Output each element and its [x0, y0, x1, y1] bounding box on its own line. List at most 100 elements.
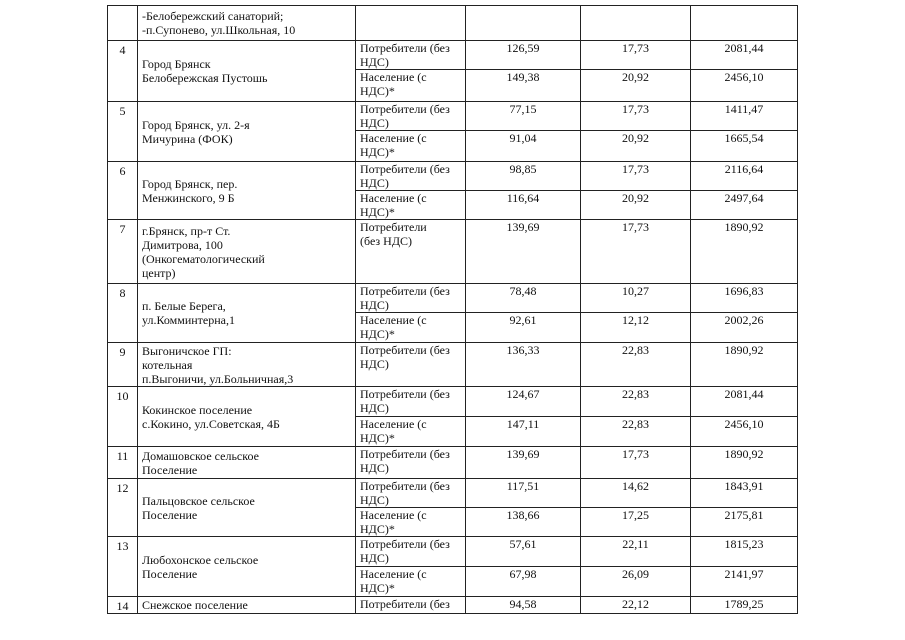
- row-number: [107, 5, 138, 41]
- consumer-type: [355, 5, 466, 41]
- tariff-value: 2175,81: [690, 507, 798, 537]
- tariff-value: 1696,83: [690, 283, 798, 313]
- tariff-value: 20,92: [580, 69, 691, 102]
- tariff-value: 12,12: [580, 312, 691, 343]
- tariff-value: 22,83: [580, 386, 691, 417]
- tariff-value: 17,73: [580, 101, 691, 131]
- consumer-type: Потребители (без НДС): [355, 536, 466, 567]
- tariff-value: 116,64: [465, 190, 581, 220]
- tariff-value: 138,66: [465, 507, 581, 537]
- consumer-type: Население (с НДС)*: [355, 416, 466, 447]
- tariff-value: 2456,10: [690, 69, 798, 102]
- tariff-value: 22,83: [580, 416, 691, 447]
- table-row: 11 Домашовское сельское Поселение Потребит…: [107, 446, 798, 479]
- consumer-type: Потребители (без НДС): [355, 219, 466, 284]
- row-number: 7: [107, 219, 138, 284]
- tariff-value: 77,15: [465, 101, 581, 131]
- consumer-type: Потребители (без НДС): [355, 101, 466, 131]
- tariff-value: 1815,23: [690, 536, 798, 567]
- location-name: Кокинское поселение с.Кокино, ул.Советск…: [137, 386, 356, 447]
- row-number: 12: [107, 478, 138, 537]
- tariff-value: 2141,97: [690, 566, 798, 597]
- location-name: Снежское поселение: [137, 596, 356, 614]
- tariff-value: 17,73: [580, 219, 691, 284]
- location-name: Пальцовское сельское Поселение: [137, 478, 356, 537]
- table-row: 10 Кокинское поселение с.Кокино, ул.Совет…: [107, 386, 798, 447]
- table-row: Население (с НДС)* 116,64 20,92 2497,64: [108, 190, 798, 220]
- consumer-type: Население (с НДС)*: [355, 190, 466, 220]
- row-number: 11: [107, 446, 138, 479]
- tariff-value: 2081,44: [690, 40, 798, 70]
- consumer-type: Потребители (без НДС): [355, 283, 466, 313]
- tariff-value: 92,61: [465, 312, 581, 343]
- tariff-value: 26,09: [580, 566, 691, 597]
- table-row: 9 Выгоничское ГП: котельная п.Выгоничи, у…: [107, 342, 798, 387]
- tariff-value: [690, 5, 798, 41]
- tariff-value: 91,04: [465, 130, 581, 162]
- location-name: п. Белые Берега, ул.Комминтерна,1: [137, 283, 356, 343]
- table-row: 8 п. Белые Берега, ул.Комминтерна,1 Потреб…: [107, 283, 798, 343]
- table-row: Население (с НДС)* 149,38 20,92 2456,10: [108, 69, 798, 102]
- tariff-value: 1665,54: [690, 130, 798, 162]
- tariff-value: 22,83: [580, 342, 691, 387]
- table-row: 13 Любохонское сельское Поселение Потребит…: [107, 536, 798, 597]
- consumer-type: Потребители (без: [355, 596, 466, 614]
- location-name: Выгоничское ГП: котельная п.Выгоничи, ул…: [137, 342, 356, 387]
- tariff-value: 2456,10: [690, 416, 798, 447]
- tariff-value: 147,11: [465, 416, 581, 447]
- table-row: Население (с НДС)* 147,11 22,83 2456,10: [108, 416, 798, 447]
- tariff-value: 98,85: [465, 161, 581, 191]
- tariff-value: 78,48: [465, 283, 581, 313]
- table-row: 12 Пальцовское сельское Поселение Потребит…: [107, 478, 798, 537]
- row-number: 5: [107, 101, 138, 162]
- tariff-value: 10,27: [580, 283, 691, 313]
- location-name: Домашовское сельское Поселение: [137, 446, 356, 479]
- location-name: -Белобережский санаторий; -п.Супонево, у…: [137, 5, 356, 41]
- row-number: 8: [107, 283, 138, 343]
- tariff-value: 20,92: [580, 190, 691, 220]
- location-name: Город Брянск, пер. Менжинского, 9 Б: [137, 161, 356, 220]
- tariff-value: 1890,92: [690, 446, 798, 479]
- location-name: Город Брянск, ул. 2-я Мичурина (ФОК): [137, 101, 356, 162]
- tariff-value: 17,73: [580, 446, 691, 479]
- tariff-value: 1890,92: [690, 219, 798, 284]
- tariff-table: -Белобережский санаторий; -п.Супонево, у…: [107, 5, 798, 614]
- table-row: -Белобережский санаторий; -п.Супонево, у…: [107, 5, 798, 41]
- tariff-value: 67,98: [465, 566, 581, 597]
- table-row: 4 Город Брянск Белобережская Пустошь Потре…: [107, 40, 798, 102]
- row-number: 14: [107, 596, 138, 614]
- tariff-value: 17,73: [580, 161, 691, 191]
- tariff-value: 2002,26: [690, 312, 798, 343]
- tariff-value: 1789,25: [690, 596, 798, 614]
- consumer-type: Население (с НДС)*: [355, 566, 466, 597]
- row-number: 4: [107, 40, 138, 102]
- consumer-type: Население (с НДС)*: [355, 130, 466, 162]
- tariff-value: 1843,91: [690, 478, 798, 508]
- row-number: 10: [107, 386, 138, 447]
- table-row: 14 Снежское поселение Потребители (без 94,5…: [107, 596, 798, 614]
- consumer-type: Потребители (без НДС): [355, 446, 466, 479]
- table-row: Население (с НДС)* 92,61 12,12 2002,26: [108, 312, 798, 343]
- tariff-value: [465, 5, 581, 41]
- tariff-value: 2497,64: [690, 190, 798, 220]
- tariff-value: 22,12: [580, 596, 691, 614]
- tariff-value: 124,67: [465, 386, 581, 417]
- tariff-value: 94,58: [465, 596, 581, 614]
- tariff-value: 2116,64: [690, 161, 798, 191]
- table-row: Население (с НДС)* 138,66 17,25 2175,81: [108, 507, 798, 537]
- location-name: Город Брянск Белобережская Пустошь: [137, 40, 356, 102]
- table-body: -Белобережский санаторий; -п.Супонево, у…: [107, 5, 798, 614]
- tariff-value: 136,33: [465, 342, 581, 387]
- row-number: 9: [107, 342, 138, 387]
- tariff-value: 17,73: [580, 40, 691, 70]
- tariff-value: 139,69: [465, 219, 581, 284]
- location-name: г.Брянск, пр-т Ст. Димитрова, 100 (Онког…: [137, 219, 356, 284]
- table-row: 6 Город Брянск, пер. Менжинского, 9 Б Потр…: [107, 161, 798, 220]
- tariff-value: 126,59: [465, 40, 581, 70]
- location-name: Любохонское сельское Поселение: [137, 536, 356, 597]
- table-row: 7 г.Брянск, пр-т Ст. Димитрова, 100 (Онко…: [107, 219, 798, 284]
- tariff-value: 2081,44: [690, 386, 798, 417]
- tariff-value: 14,62: [580, 478, 691, 508]
- consumer-type: Население (с НДС)*: [355, 312, 466, 343]
